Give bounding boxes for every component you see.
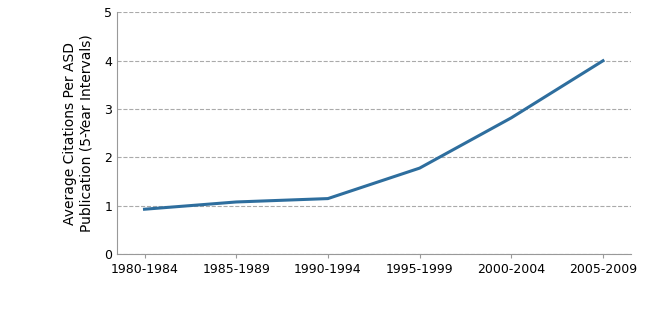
Y-axis label: Average Citations Per ASD
Publication (5-Year Intervals): Average Citations Per ASD Publication (5…: [63, 34, 93, 232]
